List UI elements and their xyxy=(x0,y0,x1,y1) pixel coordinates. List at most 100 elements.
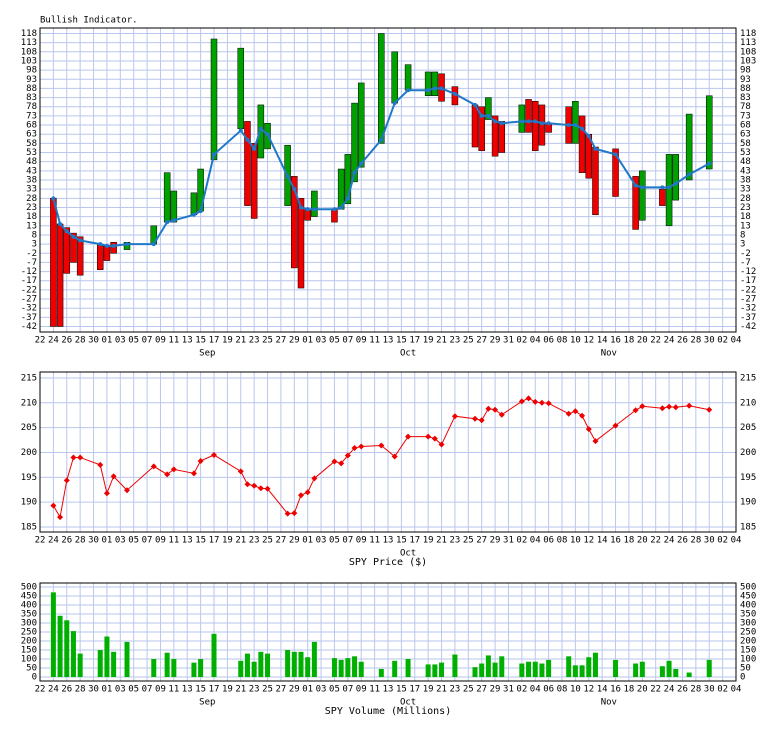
x-tick-label: 22 xyxy=(35,685,46,695)
y-tick-label: 83 xyxy=(26,93,37,103)
price-point xyxy=(244,481,251,488)
price-point xyxy=(572,408,579,415)
x-tick-label: 18 xyxy=(624,336,635,346)
y-tick-label: 108 xyxy=(740,47,756,57)
x-tick-label: 23 xyxy=(450,336,461,346)
range-bar xyxy=(210,38,218,161)
month-label: Nov xyxy=(601,698,617,708)
price-point xyxy=(498,411,505,418)
x-tick-label: 27 xyxy=(476,336,487,346)
volume-bar xyxy=(97,650,103,678)
volume-bar xyxy=(532,661,538,678)
x-tick-label: 17 xyxy=(209,536,220,546)
chart-title: SPY Price ($) xyxy=(349,557,427,568)
y-tick-label: 450 xyxy=(21,591,37,601)
indicator-point xyxy=(439,86,444,91)
y-tick-label: 118 xyxy=(740,29,756,39)
range-bar xyxy=(639,170,646,221)
volume-bar xyxy=(198,659,204,678)
x-tick-label: 12 xyxy=(583,536,594,546)
volume-bar xyxy=(191,662,197,678)
x-tick-label: 28 xyxy=(75,536,86,546)
indicator-point xyxy=(165,220,170,225)
indicator-point xyxy=(299,205,303,210)
y-tick-label: 185 xyxy=(740,523,756,533)
x-tick-label: 05 xyxy=(128,536,139,546)
x-tick-label: 11 xyxy=(369,685,380,695)
price-point xyxy=(304,489,311,496)
range-bar xyxy=(250,143,258,219)
y-tick-label: 33 xyxy=(26,185,37,195)
indicator-point xyxy=(526,119,531,124)
range-bar xyxy=(665,154,673,227)
volume-bar xyxy=(291,651,297,678)
y-tick-label: 210 xyxy=(740,398,756,408)
x-tick-label: 07 xyxy=(142,336,153,346)
range-bar xyxy=(531,101,539,151)
indicator-point xyxy=(667,185,672,190)
x-tick-label: 30 xyxy=(88,536,99,546)
indicator-point xyxy=(539,121,544,126)
x-tick-label: 30 xyxy=(88,336,99,346)
volume-bar xyxy=(124,641,130,678)
indicator-point xyxy=(533,119,538,124)
range-bar xyxy=(491,115,499,157)
indicator-point xyxy=(258,126,263,131)
x-tick-label: 05 xyxy=(128,685,139,695)
x-tick-label: 01 xyxy=(102,336,113,346)
indicator-point xyxy=(312,207,317,212)
y-tick-label: 190 xyxy=(740,498,756,508)
volume-bar xyxy=(64,620,70,678)
x-tick-label: 04 xyxy=(530,536,541,546)
volume-bar xyxy=(311,641,317,678)
indicator-point xyxy=(426,88,431,93)
x-tick-label: 20 xyxy=(637,336,648,346)
x-tick-label: 25 xyxy=(463,685,474,695)
price-point xyxy=(331,458,338,465)
indicator-point xyxy=(406,88,411,93)
indicator-point xyxy=(586,134,591,139)
y-tick-label: -2 xyxy=(740,249,751,259)
y-tick-label: -37 xyxy=(21,313,37,323)
y-tick-label: 100 xyxy=(740,655,756,665)
volume-bar xyxy=(519,663,525,678)
y-tick-label: 88 xyxy=(740,84,751,94)
y-tick-label: 48 xyxy=(26,157,37,167)
range-bar xyxy=(391,51,398,104)
volume-bar xyxy=(70,631,76,678)
range-bar xyxy=(471,104,479,148)
range-bar xyxy=(612,148,619,197)
volume-bar xyxy=(592,652,598,678)
x-tick-label: 30 xyxy=(88,685,99,695)
y-tick-label: 98 xyxy=(740,66,751,76)
indicator-point xyxy=(573,123,578,128)
y-tick-label: 68 xyxy=(740,121,751,131)
volume-bar xyxy=(526,661,532,678)
price-point xyxy=(50,502,57,509)
volume-bar xyxy=(378,668,384,678)
x-tick-label: 31 xyxy=(503,336,514,346)
indicator-point xyxy=(493,119,498,124)
x-tick-label: 13 xyxy=(383,336,394,346)
x-tick-label: 22 xyxy=(650,685,661,695)
range-bar xyxy=(424,71,432,97)
x-tick-label: 29 xyxy=(289,536,300,546)
x-tick-label: 08 xyxy=(557,685,568,695)
volume-bar xyxy=(432,664,438,678)
indicator-point xyxy=(473,102,477,107)
volume-bar xyxy=(673,668,679,678)
x-tick-label: 20 xyxy=(637,685,648,695)
x-tick-label: 05 xyxy=(329,336,340,346)
volume-bar xyxy=(613,659,619,678)
x-tick-label: 19 xyxy=(222,536,233,546)
range-bar xyxy=(344,154,352,205)
x-tick-label: 02 xyxy=(516,536,527,546)
indicator-point xyxy=(71,234,76,239)
price-point xyxy=(103,490,110,497)
y-tick-label: 350 xyxy=(21,609,37,619)
range-bar xyxy=(357,82,365,168)
indicator-point xyxy=(332,207,337,212)
indicator-point xyxy=(352,170,357,175)
indicator-point xyxy=(452,91,457,96)
price-point xyxy=(70,454,77,461)
